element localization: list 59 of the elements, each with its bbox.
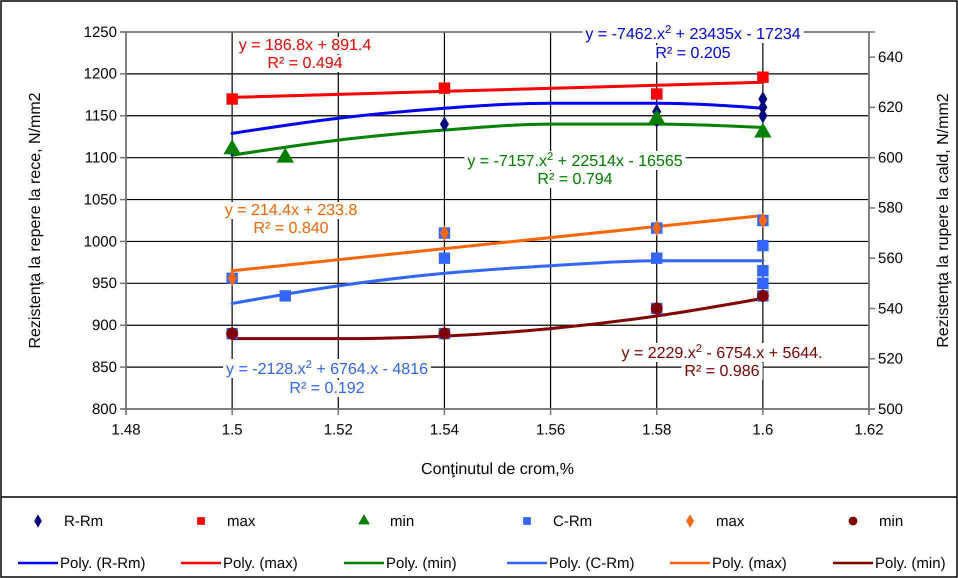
y-tick-label: 1200 (84, 66, 117, 83)
legend-label: Poly. (max) (712, 555, 787, 572)
legend-label: max (227, 513, 256, 530)
annotation: y = 214.4x + 233.8 (224, 202, 358, 219)
legend-label: Poly. (min) (386, 555, 457, 572)
y-tick-label: 1150 (84, 108, 117, 125)
legend-label: min (390, 513, 414, 530)
point (757, 265, 769, 276)
annotation: y = -2128.x$^{2}$ + 6764.x - 4816 (226, 359, 428, 378)
x-tick-label: 1.58 (642, 422, 672, 438)
annotation: y = 186.8x + 891.4 (238, 37, 372, 54)
x-tick-label: 1.54 (430, 422, 460, 438)
legend-label: R-Rm (64, 513, 104, 530)
y2-tick-label: 580 (878, 200, 904, 217)
x-tick-label: 1.52 (324, 422, 353, 438)
y-axis-title: Rezistenţa la repere la rece, N/mm2 (27, 92, 44, 349)
y-tick-label: 1250 (84, 24, 117, 41)
y2-tick-label: 500 (878, 400, 904, 418)
legend-label: C-Rm (553, 513, 592, 530)
y-tick-label: 900 (92, 317, 117, 334)
point (280, 290, 291, 302)
y-tick-label: 1100 (84, 149, 117, 166)
annotation: R² = 0.494 (267, 55, 343, 72)
y2-tick-label: 620 (878, 99, 904, 116)
annotation: R² = 0.840 (253, 220, 329, 237)
annotation: y = -7462.x$^{2}$ + 23435x - 17234 (585, 24, 801, 43)
y-tick-label: 850 (92, 358, 117, 376)
y-tick-label: 1000 (84, 233, 117, 250)
y2-tick-label: 560 (878, 250, 904, 267)
annotation: R² = 0.794 (537, 171, 613, 188)
y2-tick-label: 540 (878, 300, 904, 318)
annotation: R² = 0.205 (655, 45, 731, 62)
legend-label: max (716, 513, 745, 530)
y-tick-label: 1050 (84, 191, 117, 208)
point (438, 252, 450, 264)
y2-tick-label: 600 (878, 149, 904, 166)
x-tick-label: 1.6 (752, 422, 774, 438)
annotation: R² = 0.192 (289, 380, 365, 397)
legend-label: Poly. (max) (223, 555, 298, 572)
y-tick-label: 950 (92, 275, 117, 292)
x-tick-label: 1.62 (854, 422, 884, 438)
annotation: y = -7157.x$^{2}$ + 22514x - 16565 (467, 151, 683, 170)
legend-label: min (879, 513, 904, 530)
x-axis-title: Conţinutul de crom,% (421, 461, 574, 478)
x-tick-label: 1.56 (536, 422, 566, 438)
x-tick-label: 1.48 (111, 422, 141, 438)
y2-tick-label: 640 (878, 48, 904, 66)
point (757, 240, 769, 252)
annotation: R² = 0.986 (684, 363, 760, 380)
legend-label: Poly. (C-Rm) (549, 555, 635, 572)
legend-label: Poly. (R-Rm) (60, 555, 146, 572)
y2-tick-label: 520 (878, 350, 904, 368)
legend-label: Poly. (min) (875, 555, 946, 572)
point (757, 278, 769, 290)
y2-axis-title: Rezistenţa la rupere la cald, N/mm2 (935, 93, 952, 348)
x-tick-label: 1.5 (222, 422, 243, 438)
y-tick-label: 800 (92, 400, 117, 418)
annotation: y = 2229.x$^{2}$ - 6754.x + 5644. (621, 343, 823, 362)
point (651, 252, 662, 264)
